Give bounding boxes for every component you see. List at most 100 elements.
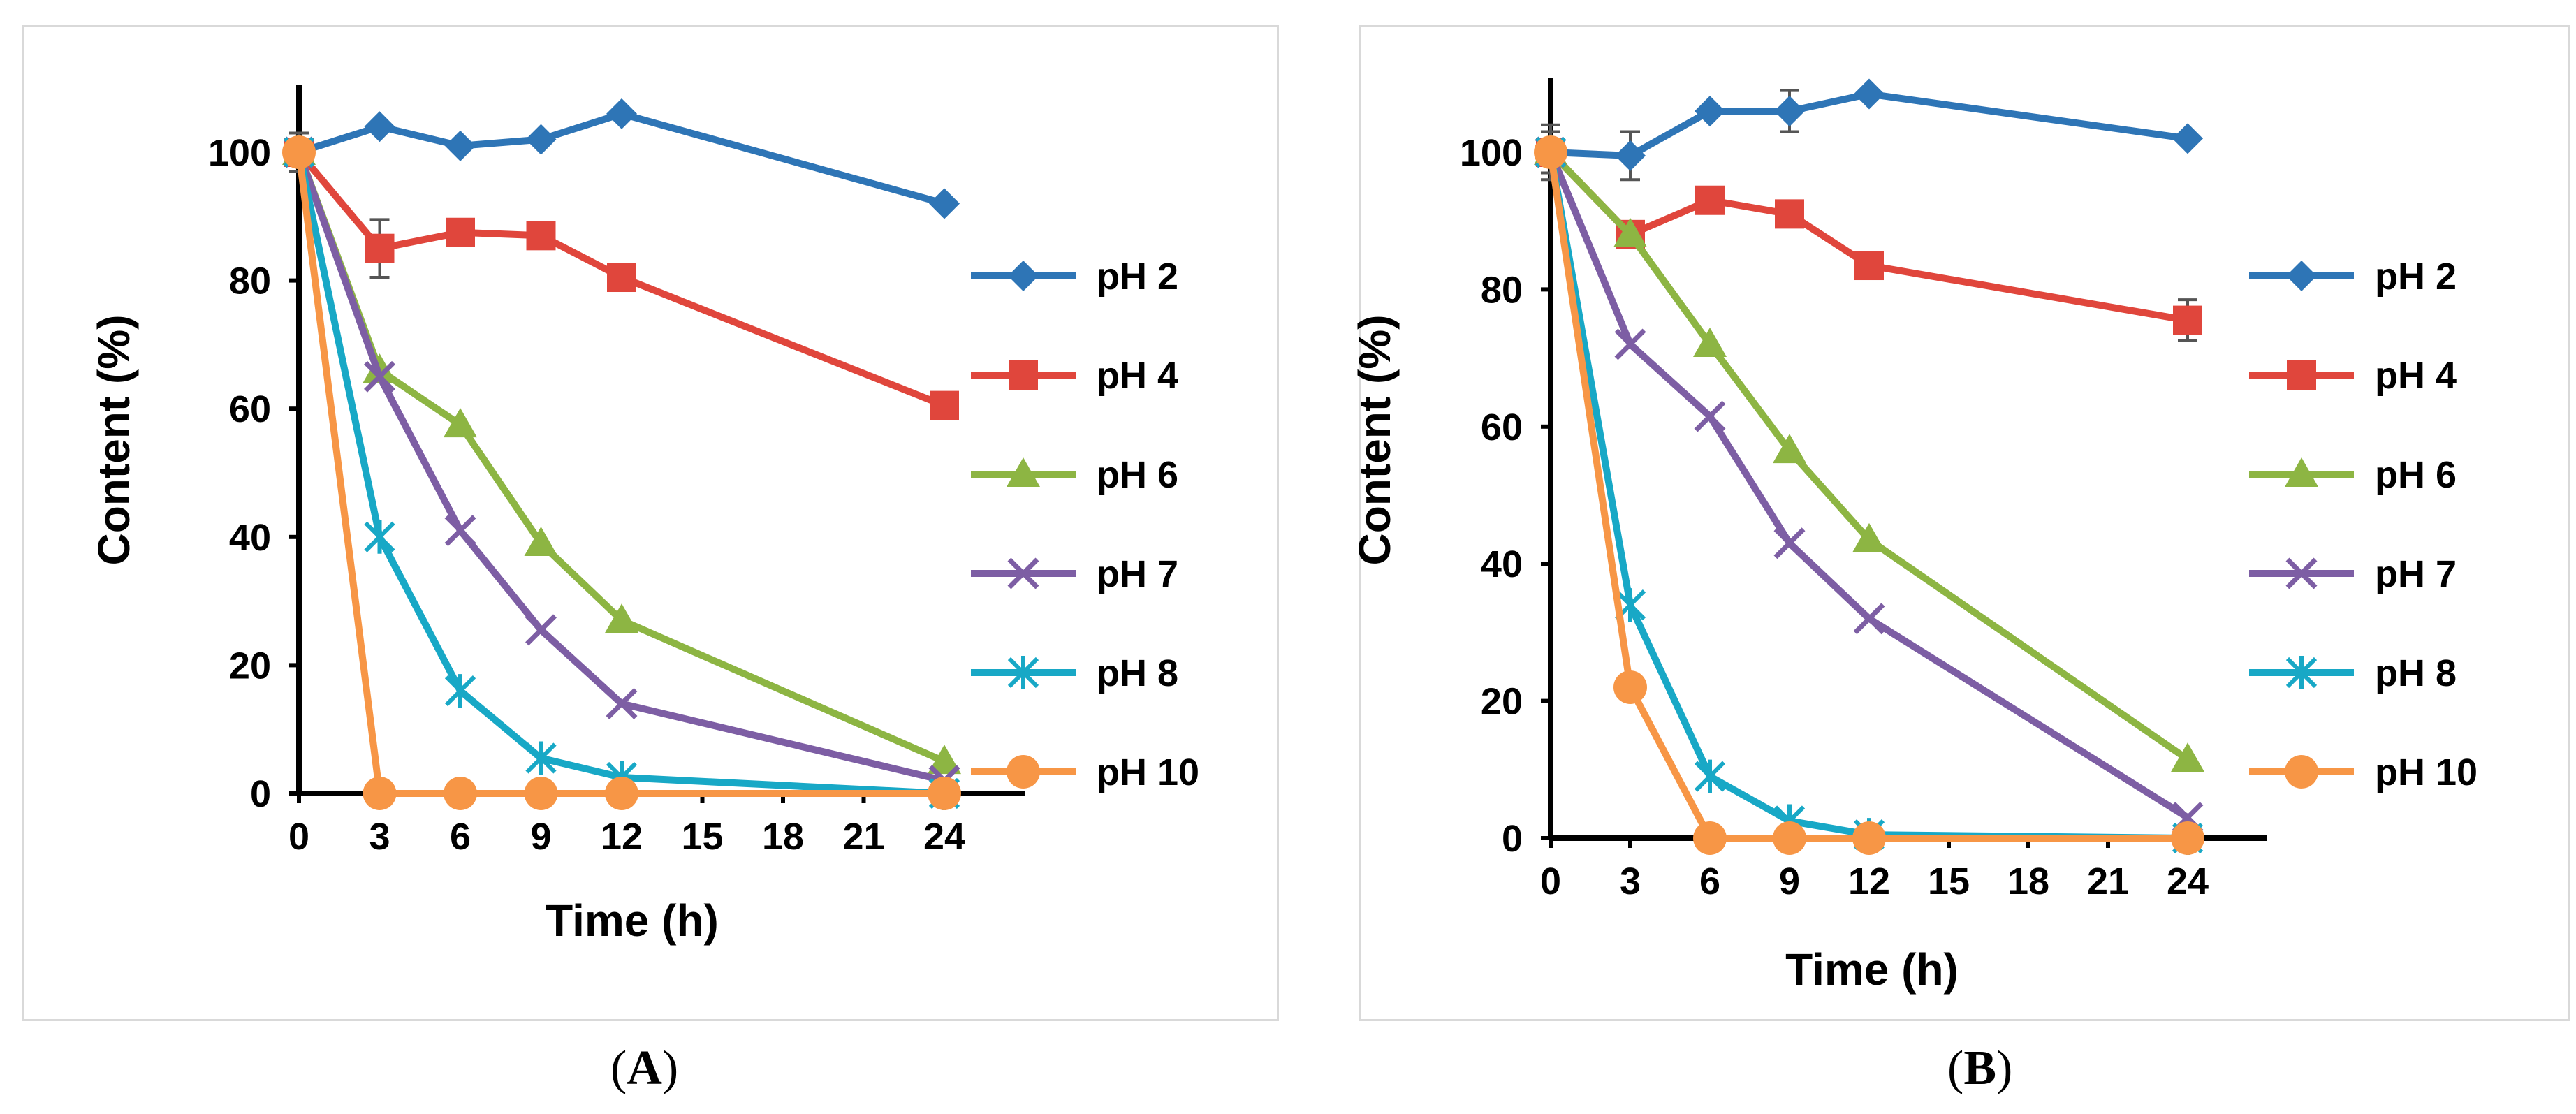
legend-marker-shape	[2285, 457, 2318, 487]
panel-b-series-ph4-point-shape	[1775, 199, 1804, 229]
panel-a-series-ph4-point-shape	[930, 390, 959, 420]
panel-a-series-ph6-point-shape	[928, 745, 961, 775]
panel-b-series-ph6-point-shape	[1693, 327, 1727, 357]
panel-a-series-ph6-point	[524, 526, 558, 556]
legend-marker-shape	[2286, 261, 2317, 291]
panel-a-series-ph10-point	[928, 777, 961, 810]
panel-b-label: B	[1963, 1041, 1997, 1095]
panel-b-x-tick-label: 3	[1620, 860, 1641, 902]
panel-b-series-ph10-point	[1852, 821, 1886, 855]
panel-b-series-ph10-point-shape	[2171, 821, 2204, 855]
panel-b-series-ph10-point	[1773, 821, 1806, 855]
panel-a-series-ph8-point-shape	[444, 674, 476, 708]
panel-a-legend-entry-ph2: pH 2	[971, 256, 1178, 298]
legend-marker-shape	[1007, 457, 1040, 487]
legend-label: pH 6	[2375, 454, 2457, 496]
panel-a-series-ph6-point	[444, 408, 477, 438]
panel-a-series-ph6-point	[928, 745, 961, 775]
caption-close: )	[1996, 1041, 2013, 1095]
panel-b-series-ph8-point	[1694, 759, 1726, 793]
panel-b-caption: (B)	[1947, 1041, 2012, 1097]
panel-b-series-ph10-point-shape	[1534, 135, 1567, 169]
panel-a-series-ph2-line	[295, 110, 948, 207]
panel-b-series-ph2-point-shape	[1774, 96, 1805, 127]
legend-marker	[2286, 261, 2317, 291]
panel-b-series-ph7-point-shape	[1694, 400, 1726, 432]
panel-b-series-ph2-point-shape	[1695, 96, 1725, 127]
panel-a-series-ph7-point	[606, 688, 638, 719]
legend-marker-shape	[1007, 557, 1039, 589]
panel-b-series-ph4-point-shape	[1695, 185, 1725, 215]
legend-label: pH 4	[1097, 355, 1178, 397]
panel-a-series-ph4-point-shape	[526, 221, 556, 251]
panel-b-legend-entry-ph4: pH 4	[2249, 355, 2457, 397]
panel-a-legend-entry-ph4: pH 4	[971, 355, 1178, 397]
panel-b-y-tick-label: 20	[1481, 681, 1523, 723]
panel-a-series-ph4-line	[295, 149, 948, 409]
legend-marker	[1007, 557, 1039, 589]
panel-b-x-tick-label: 9	[1779, 860, 1800, 902]
panel-a-y-tick-label: 60	[229, 388, 271, 430]
panel-b-series-ph2	[1535, 78, 2203, 182]
panel-a-caption: (A)	[610, 1041, 678, 1097]
panel-b-series-ph4-point-shape	[1854, 251, 1884, 281]
panel-b-series-ph2-point	[1695, 96, 1725, 127]
panel-b-y-tick-label: 0	[1502, 818, 1523, 860]
panel-b-series-ph10-line	[1547, 149, 2191, 842]
panel-a-series-ph7-point	[525, 614, 557, 646]
panel-a-x-tick-label: 15	[681, 816, 723, 858]
panel-a-series-ph2-point	[445, 130, 476, 161]
panel-a-series-ph2-point-shape	[445, 130, 476, 161]
panel-a-series-ph7-point-shape	[364, 360, 395, 393]
panel-a-series-ph10-point-shape	[282, 135, 316, 169]
panel-a-series-ph8-point-shape	[525, 741, 557, 775]
panel-a-series-ph8-point	[444, 674, 476, 708]
panel-b-legend-entry-ph10: pH 10	[2249, 752, 2478, 793]
panel-a-series-ph4-point	[930, 390, 959, 420]
legend-label: pH 7	[2375, 553, 2457, 595]
panel-a-series-ph8-line	[295, 149, 948, 797]
panel-a-legend-entry-ph10: pH 10	[971, 752, 1199, 793]
panel-a-x-tick-label: 21	[842, 816, 884, 858]
panel-b-series-ph6-point-shape	[1773, 434, 1806, 464]
panel-b-series-ph10-point-shape	[1693, 821, 1727, 855]
panel-a-series-ph7-point	[364, 360, 395, 393]
panel-a-y-tick-label: 40	[229, 517, 271, 559]
panel-b-legend-entry-ph7: pH 7	[2249, 553, 2457, 595]
panel-b-x-tick-label: 21	[2087, 860, 2129, 902]
legend-marker-shape	[1007, 755, 1040, 789]
panel-b-series-ph2-point	[1615, 140, 1646, 171]
panel-b-series-ph2-point	[1854, 78, 1885, 110]
panel-b-y-tick-label: 60	[1481, 406, 1523, 448]
panel-a-x-tick-label: 18	[762, 816, 804, 858]
panel-b-legend-entry-ph8: pH 8	[2249, 652, 2457, 694]
panel-a-series-ph4-point-shape	[446, 217, 475, 247]
legend-marker-shape	[2287, 360, 2316, 390]
panel-b-series-ph10-point-shape	[1773, 821, 1806, 855]
legend-marker-shape	[2285, 656, 2318, 689]
legend-label: pH 4	[2375, 355, 2457, 397]
panel-a-series-ph7-point-shape	[606, 688, 638, 719]
panel-a-series-ph10-point-shape	[363, 777, 397, 810]
panel-a-y-tick-label: 0	[250, 773, 271, 815]
panel-b-series-ph10-point	[1534, 135, 1567, 169]
panel-b-series-ph7-point-shape	[1773, 527, 1806, 559]
panel-a-series-ph10-point-shape	[928, 777, 961, 810]
panel-b-series-ph10-point-shape	[1852, 821, 1886, 855]
panel-b-series-ph4-point	[1775, 199, 1804, 229]
panel-a-series-ph4-point	[526, 221, 556, 251]
legend-marker-shape	[1009, 360, 1038, 390]
legend-marker	[2285, 755, 2318, 789]
legend-marker-shape	[1008, 261, 1039, 291]
panel-b-y-tick-label: 80	[1481, 269, 1523, 311]
legend-marker	[2285, 557, 2318, 589]
panel-b-series-ph6-point	[1852, 522, 1886, 552]
caption-open: (	[1947, 1041, 1964, 1095]
panel-a-legend-entry-ph8: pH 8	[971, 652, 1178, 694]
panel-a-series-ph10-point-shape	[444, 777, 477, 810]
legend-marker-shape	[2285, 755, 2318, 789]
legend-label: pH 8	[2375, 652, 2457, 694]
panel-a-series-ph6-point-shape	[605, 603, 638, 633]
panel-a-series-ph10-point	[605, 777, 638, 810]
